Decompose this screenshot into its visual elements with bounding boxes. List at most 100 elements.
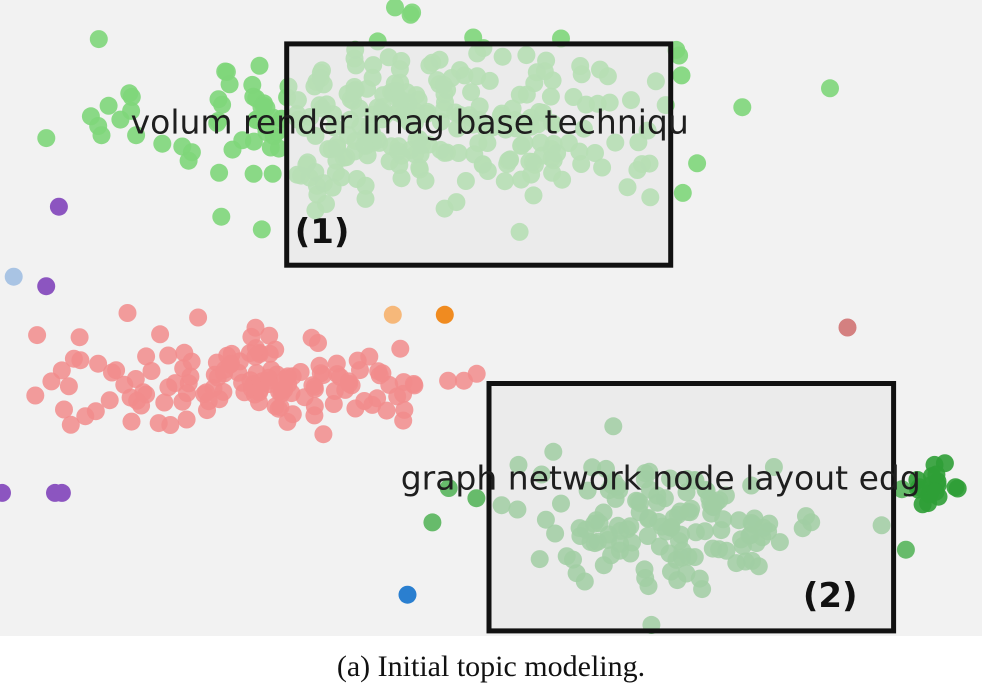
cluster-1-point <box>314 425 333 444</box>
cluster-1-point <box>309 334 327 352</box>
cluster-1-point <box>61 415 80 434</box>
outlier-point <box>4 267 23 286</box>
cluster-0-point <box>233 131 252 150</box>
cluster-1-point <box>240 344 259 363</box>
cluster-1-point <box>115 375 134 394</box>
cluster-1-point <box>89 354 108 373</box>
cluster-1-point <box>177 410 196 429</box>
highlight-box-1 <box>284 41 674 268</box>
cluster-1-point <box>377 401 396 420</box>
cluster-1-point <box>247 364 266 383</box>
cluster-0-point <box>244 164 263 183</box>
outlier-point <box>52 483 71 502</box>
outlier-point <box>838 318 857 337</box>
cluster-1-point <box>137 385 156 404</box>
cluster-1-point <box>266 340 285 359</box>
cluster-1-point <box>291 363 310 381</box>
cluster-0-point <box>821 79 839 98</box>
cluster-2-point <box>467 489 486 508</box>
box-label-2: (2) <box>803 576 858 616</box>
cluster-1-point <box>122 412 141 431</box>
cluster-0-point <box>247 110 266 129</box>
cluster-1-point <box>149 414 168 433</box>
cluster-1-point <box>242 327 261 346</box>
cluster-1-point <box>324 395 343 413</box>
boxes-layer <box>284 41 897 634</box>
cluster-1-point <box>260 326 279 345</box>
cluster-1-point <box>363 395 382 414</box>
cluster-1-point <box>340 374 359 393</box>
cluster-1-point <box>159 346 178 365</box>
outlier-point <box>435 305 454 324</box>
cluster-1-point <box>137 347 156 366</box>
cluster-0-point <box>122 87 141 106</box>
cluster-1-point <box>179 374 198 393</box>
cluster-1-point <box>295 388 314 407</box>
cluster-1-point <box>59 377 78 396</box>
outlier-point <box>383 305 402 324</box>
cluster-0-point <box>733 98 752 117</box>
cluster-1-point <box>42 372 61 391</box>
cluster-0-point <box>92 126 111 145</box>
outlier-point <box>0 483 11 502</box>
cluster-1-point <box>118 304 137 322</box>
scatter-plot-svg: volum render imag base techniqu graph ne… <box>0 0 967 634</box>
cluster-1-point <box>28 326 47 345</box>
cluster-1-point <box>360 347 379 366</box>
cluster-1-point <box>70 328 89 347</box>
cluster-1-point <box>262 360 281 379</box>
cluster-1-point <box>346 399 365 418</box>
cluster-0-point <box>672 66 691 85</box>
cluster-0-point <box>670 46 689 65</box>
cluster-1-point <box>55 400 73 419</box>
cluster-1-point <box>166 374 185 393</box>
cluster-0-point <box>252 220 271 239</box>
highlight-box-2 <box>486 381 897 634</box>
cluster-2-point <box>423 513 442 532</box>
cluster-1-point <box>369 362 388 381</box>
cluster-1-point <box>439 371 458 390</box>
cluster-3-point <box>910 478 929 497</box>
cluster-1-point <box>103 363 121 382</box>
cluster-0-point <box>213 95 232 114</box>
cluster-0-point <box>111 110 130 129</box>
cluster-1-point <box>151 325 170 344</box>
cluster-1-point <box>305 406 324 425</box>
cluster-1-point <box>26 386 45 405</box>
cluster-0-point <box>209 112 228 130</box>
cluster-1-point <box>394 411 413 430</box>
cluster-0-point <box>127 126 146 145</box>
figure-caption: (a) Initial topic modeling. <box>336 650 646 683</box>
cluster-0-point <box>81 107 100 126</box>
cluster-0-point <box>268 122 287 141</box>
cluster-1-point <box>351 361 369 380</box>
cluster-2-point <box>892 480 911 499</box>
cluster-2-point <box>896 540 915 559</box>
cluster-0-point <box>263 164 282 183</box>
cluster-1-point <box>454 371 473 390</box>
cluster-0-point <box>37 129 56 148</box>
cluster-3-point <box>946 478 965 497</box>
cluster-0-point <box>673 183 692 202</box>
outlier-point <box>49 197 68 216</box>
cluster-1-point <box>71 351 90 370</box>
cluster-2-point <box>439 479 458 497</box>
cluster-0-point <box>250 56 269 75</box>
outlier-point <box>398 585 417 604</box>
box-label-1: (1) <box>295 212 350 252</box>
topic-scatter-plot: volum render imag base techniqu graph ne… <box>0 0 982 636</box>
topic-label-graph-network: graph network node layout edg <box>401 459 921 498</box>
cluster-0-point <box>688 154 707 173</box>
cluster-1-point <box>215 360 234 379</box>
cluster-0-point <box>212 207 231 226</box>
cluster-1-point <box>279 375 298 394</box>
cluster-1-point <box>391 339 410 358</box>
cluster-3-point <box>926 482 945 501</box>
cluster-1-point <box>260 375 279 393</box>
cluster-0-point <box>179 151 198 170</box>
cluster-1-point <box>173 392 192 411</box>
cluster-1-point <box>86 402 105 421</box>
cluster-0-point <box>386 0 404 17</box>
labels-layer: volum render imag base techniqu graph ne… <box>131 103 921 616</box>
cluster-1-point <box>100 391 119 410</box>
